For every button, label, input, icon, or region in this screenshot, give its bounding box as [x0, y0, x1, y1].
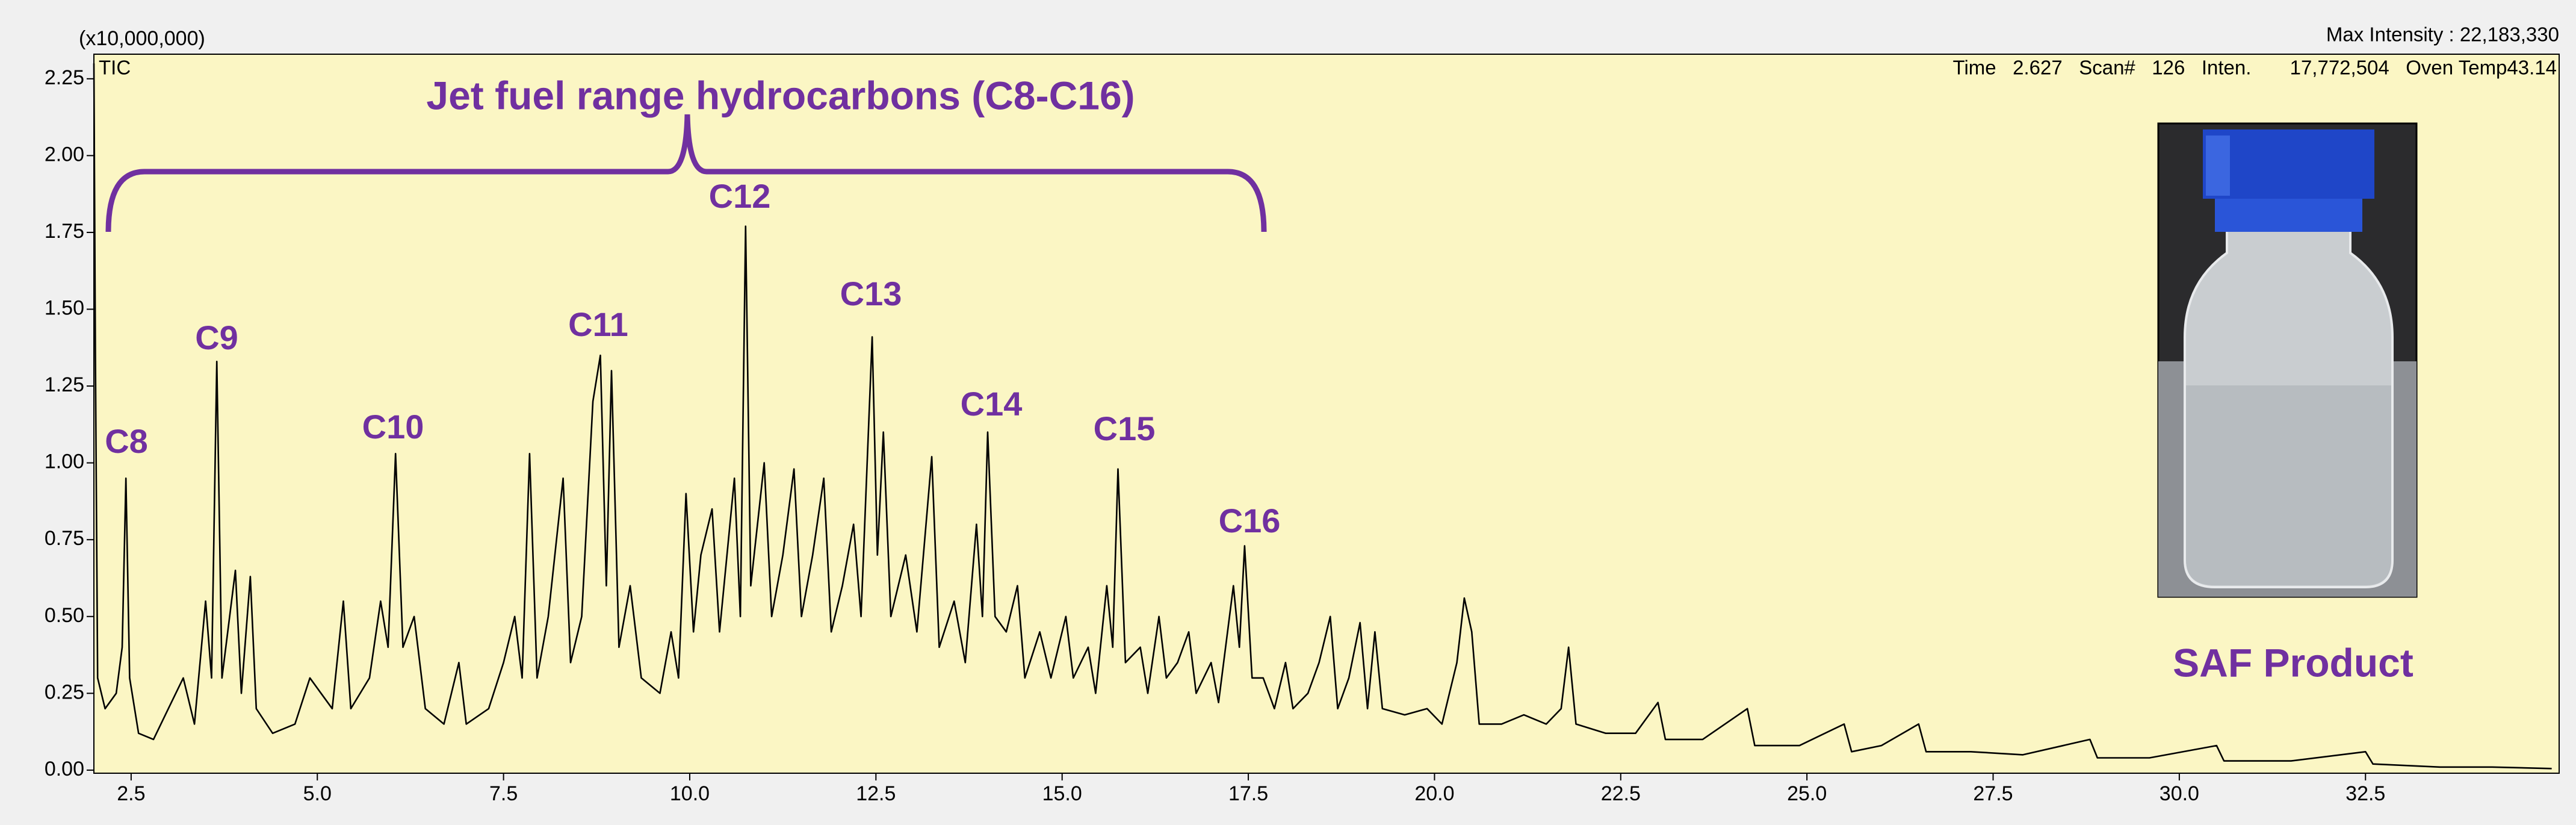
x-tick-label: 27.5: [1973, 782, 2013, 805]
y-tick-label: 2.25: [45, 66, 84, 89]
peak-label: C10: [362, 408, 424, 446]
x-tick-label: 15.0: [1042, 782, 1082, 805]
y-tick-label: 1.50: [45, 296, 84, 319]
bracket: [105, 114, 1267, 232]
peak-label: C9: [195, 319, 238, 356]
peak-label: C11: [568, 305, 628, 343]
x-tick-label: 5.0: [303, 782, 332, 805]
y-tick-label: 0.50: [45, 604, 84, 627]
inset-label: SAF Product: [2173, 640, 2413, 685]
status-line: Time 2.627 Scan# 126 Inten. 17,772,504 O…: [1953, 57, 2557, 79]
y-tick-label: 0.00: [45, 758, 84, 780]
y-tick-label: 0.75: [45, 527, 84, 550]
peak-label: C13: [840, 275, 902, 313]
trace-line: [93, 63, 2552, 770]
peak-label: C14: [961, 385, 1023, 423]
y-tick-label: 1.25: [45, 373, 84, 396]
y-tick-label: 2.00: [45, 143, 84, 166]
x-tick-label: 20.0: [1414, 782, 1454, 805]
x-tick-label: 32.5: [2345, 782, 2385, 805]
x-tick-label: 30.0: [2160, 782, 2199, 805]
x-tick-label: 17.5: [1228, 782, 1268, 805]
x-tick-label: 10.0: [670, 782, 710, 805]
unit-label: (x10,000,000): [79, 27, 205, 50]
x-tick-label: 7.5: [489, 782, 518, 805]
bracket-label: Jet fuel range hydrocarbons (C8-C16): [426, 73, 1135, 117]
x-tick-label: 25.0: [1787, 782, 1827, 805]
trace-label: TIC: [99, 57, 131, 79]
x-tick-label: 22.5: [1601, 782, 1641, 805]
max-intensity: Max Intensity : 22,183,330: [2326, 23, 2559, 46]
peak-label: C15: [1094, 409, 1156, 447]
y-tick-label: 0.25: [45, 680, 84, 703]
inset-photo: [2157, 122, 2418, 598]
y-tick-label: 1.00: [45, 450, 84, 473]
peak-label: C8: [105, 422, 148, 460]
x-tick-label: 2.5: [117, 782, 145, 805]
y-tick-label: 1.75: [45, 220, 84, 243]
peak-label: C16: [1219, 502, 1281, 540]
peak-label: C12: [709, 177, 771, 215]
x-tick-label: 12.5: [856, 782, 896, 805]
